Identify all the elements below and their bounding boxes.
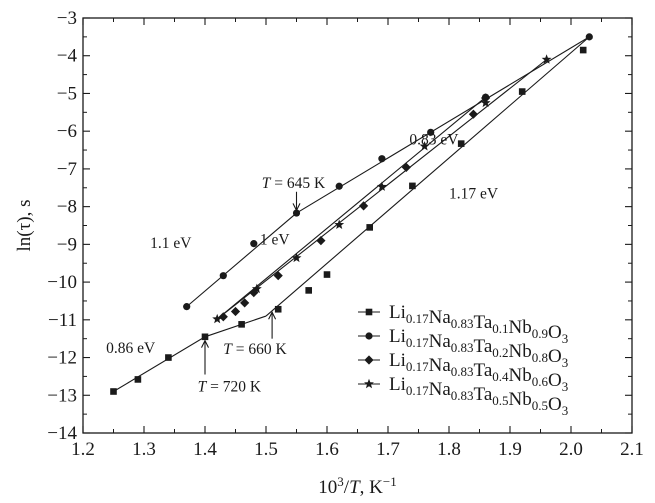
y-tick-label: −9 [57, 234, 77, 255]
legend-marker [365, 332, 373, 340]
x-axis-title: 103/T, K−1 [318, 474, 396, 498]
data-point [251, 283, 262, 294]
data-point [335, 182, 343, 190]
data-point [230, 306, 241, 317]
series-4 [212, 54, 552, 324]
data-point [292, 209, 301, 217]
annotation-label: 1.1 eV [150, 235, 192, 252]
legend-marker [364, 355, 374, 365]
legend: Li0.17Na0.83Ta0.1Nb0.9O3Li0.17Na0.83Ta0.… [358, 302, 568, 418]
data-point [316, 235, 326, 246]
legend-marker [364, 378, 374, 389]
data-point [585, 33, 593, 41]
data-point [212, 313, 223, 324]
annotation-arrow-head [268, 311, 277, 320]
data-point [427, 128, 435, 136]
annotation-label: 1.17 eV [449, 185, 499, 202]
x-tick-label: 1.4 [193, 439, 217, 460]
legend-label: Li0.17Na0.83Ta0.2Nb0.8O3 [389, 326, 568, 370]
y-tick-label: −14 [47, 423, 77, 444]
x-tick-label: 2.1 [620, 439, 644, 460]
annotation-label: T = 720 K [198, 379, 262, 396]
data-point [468, 109, 478, 119]
data-point [401, 162, 411, 172]
fit-line [216, 59, 547, 320]
y-tick-label: −5 [57, 83, 77, 104]
data-point [183, 303, 191, 311]
fit-line [216, 96, 486, 320]
x-tick-label: 1.9 [498, 439, 522, 460]
y-tick-label: −3 [57, 8, 77, 29]
y-axis-title: ln(τ), s [14, 200, 35, 252]
data-point [274, 305, 282, 313]
x-tick-label: 1.8 [437, 439, 461, 460]
annotation-label: 1 eV [260, 231, 291, 248]
data-point [218, 312, 228, 322]
data-point [376, 181, 387, 191]
x-tick-label: 1.3 [132, 439, 156, 460]
legend-label: Li0.17Na0.83Ta0.5Nb0.5O3 [389, 374, 568, 418]
data-point [541, 54, 552, 64]
data-point [291, 252, 302, 263]
annotation-arrow-head [201, 339, 209, 348]
legend-label: Li0.17Na0.83Ta0.4Nb0.6O3 [389, 350, 568, 394]
data-point [518, 88, 526, 95]
data-point [201, 333, 209, 341]
data-point [419, 141, 430, 151]
annotation-arrow-head [292, 203, 301, 212]
data-point [273, 271, 283, 281]
fit-line [296, 36, 590, 214]
legend-marker [365, 308, 373, 316]
data-point [134, 376, 142, 383]
data-point [110, 388, 117, 395]
data-point [240, 298, 250, 308]
data-point [238, 321, 245, 328]
x-tick-label: 1.2 [71, 439, 95, 460]
y-tick-label: −8 [57, 197, 77, 218]
x-tick-label: 1.7 [376, 439, 400, 460]
data-point [480, 97, 491, 108]
x-tick-label: 1.6 [315, 439, 339, 460]
fit-line [186, 212, 297, 308]
data-point [579, 46, 587, 54]
annotation-label: T = 660 K [223, 341, 287, 358]
data-point [305, 287, 312, 294]
data-point [457, 140, 465, 147]
data-point [366, 224, 373, 231]
series-1 [110, 36, 590, 395]
annotation-label: 0.83 eV [409, 131, 459, 148]
legend-label: Li0.17Na0.83Ta0.1Nb0.9O3 [389, 302, 568, 346]
data-point [219, 272, 227, 280]
fit-line [265, 36, 590, 317]
annotation-label: T = 645 K [262, 175, 326, 192]
data-point [165, 354, 172, 361]
data-point [250, 240, 258, 248]
y-tick-label: −6 [57, 121, 77, 142]
data-point [359, 201, 369, 211]
y-tick-label: −10 [47, 272, 77, 293]
series-2 [183, 33, 593, 311]
y-tick-label: −7 [57, 159, 77, 180]
annotation-label: 0.86 eV [106, 340, 156, 357]
y-tick-label: −4 [57, 46, 78, 67]
y-tick-label: −11 [48, 310, 77, 331]
data-point [378, 155, 386, 163]
x-tick-label: 2.0 [559, 439, 583, 460]
data-point [334, 219, 345, 229]
data-point [409, 182, 416, 190]
x-tick-label: 1.5 [254, 439, 278, 460]
y-tick-label: −13 [47, 385, 77, 406]
data-point [323, 271, 331, 278]
y-tick-label: −12 [47, 348, 77, 369]
